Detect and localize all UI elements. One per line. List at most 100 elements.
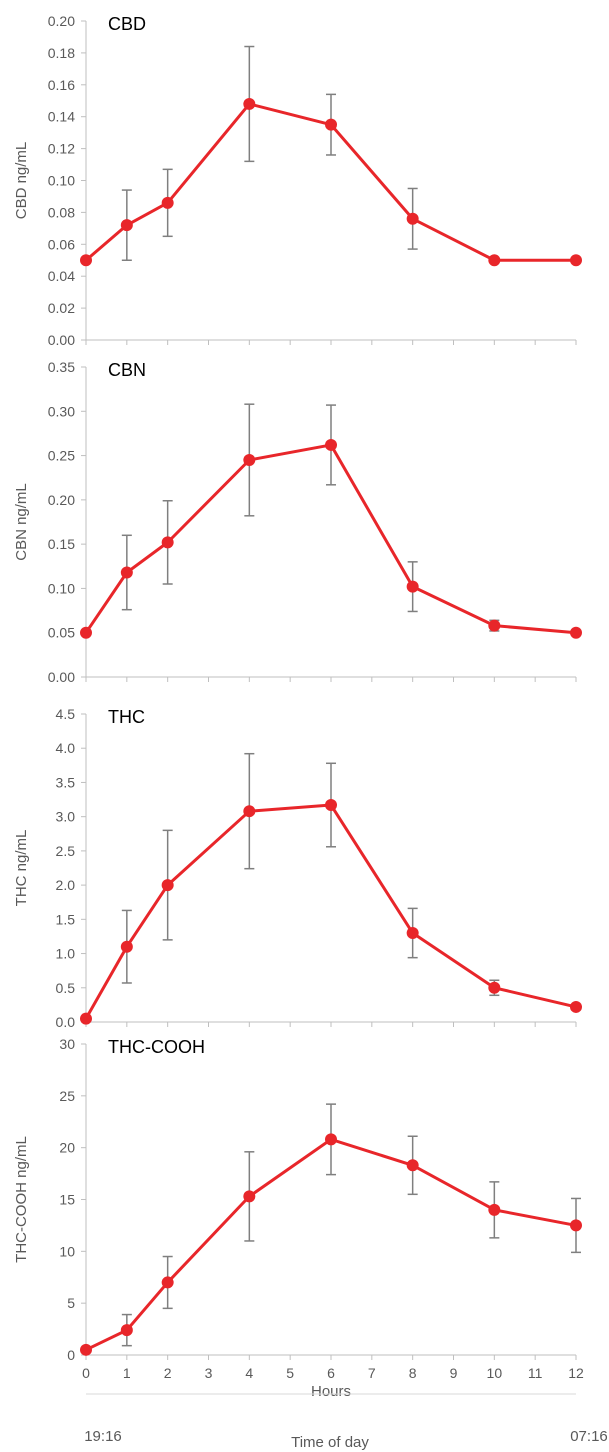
y-tick-label: 0.12: [48, 141, 75, 157]
data-point: [488, 1203, 501, 1216]
data-point: [488, 981, 501, 994]
end-time-label: 07:16: [570, 1428, 608, 1445]
data-point: [325, 118, 337, 131]
y-tick-label: 0.15: [48, 536, 75, 552]
data-point: [120, 1324, 133, 1337]
x-tick-label: 3: [205, 1365, 213, 1381]
time-axis-label: Time of day: [291, 1434, 369, 1451]
y-tick-label: 0.35: [48, 359, 75, 375]
y-axis-title: THC-COOH ng/mL: [13, 1136, 30, 1263]
data-point: [120, 566, 133, 579]
x-tick-label: 4: [245, 1365, 253, 1381]
data-point: [406, 927, 419, 940]
panel-title: CBD: [108, 14, 146, 34]
y-tick-label: 0.02: [48, 300, 75, 316]
y-tick-label: 25: [59, 1088, 75, 1104]
data-point: [80, 1012, 92, 1025]
x-tick-label: 11: [528, 1365, 543, 1381]
x-tick-label: 12: [568, 1365, 584, 1381]
y-tick-label: 0.5: [56, 980, 76, 996]
data-point: [161, 879, 174, 892]
chart-panel-1: 0.00 0.02 0.04 0.06 0.08 0.10 0.12 0.14 0.16 0.18…: [13, 13, 582, 348]
y-tick-label: 4.0: [56, 740, 76, 756]
x-tick-label: 0: [82, 1365, 90, 1381]
y-tick-label: 0.10: [48, 173, 75, 189]
data-point: [161, 196, 174, 209]
data-point: [325, 799, 337, 812]
data-point: [325, 1133, 337, 1146]
data-point: [488, 619, 501, 632]
y-tick-label: 3.0: [56, 809, 76, 825]
data-point: [80, 626, 92, 639]
data-point: [161, 1276, 174, 1289]
y-tick-label: 0.04: [48, 268, 75, 284]
y-tick-label: 0.30: [48, 403, 75, 419]
data-point: [80, 1343, 92, 1356]
y-tick-label: 0.0: [56, 1014, 76, 1030]
data-point: [243, 97, 256, 110]
y-tick-label: 0.00: [48, 669, 75, 685]
x-tick-label: 10: [487, 1365, 503, 1381]
data-point: [243, 454, 256, 466]
y-tick-label: 0.08: [48, 204, 75, 220]
x-tick-label: 5: [286, 1365, 294, 1381]
data-point: [488, 254, 501, 267]
data-point: [406, 1159, 419, 1172]
series-line: [84, 443, 577, 635]
x-tick-label: 6: [327, 1365, 335, 1381]
y-tick-label: 0.14: [48, 109, 75, 125]
series-line: [84, 803, 577, 1020]
y-tick-label: 10: [59, 1243, 75, 1259]
panel-title: THC: [108, 707, 145, 727]
y-tick-label: 5: [67, 1295, 75, 1311]
y-tick-label: 30: [59, 1036, 75, 1052]
panels: 0.000.020.040.060.080.100.120.140.160.18…: [13, 13, 584, 1400]
data-point: [120, 940, 133, 953]
data-point: [570, 626, 582, 639]
y-tick-label: 15: [59, 1192, 75, 1208]
y-tick-label: 0.20: [48, 13, 75, 29]
x-tick-label: 1: [123, 1365, 131, 1381]
y-tick-label: 1.0: [56, 946, 76, 962]
y-tick-label: 0: [67, 1347, 75, 1363]
y-tick-label: 0.25: [48, 448, 75, 464]
x-tick-label: 2: [164, 1365, 172, 1381]
data-point: [243, 1190, 256, 1203]
y-tick-label: 0.10: [48, 580, 75, 596]
y-tick-label: 0.18: [48, 45, 75, 61]
y-tick-label: 0.20: [48, 492, 75, 508]
data-point: [80, 254, 92, 267]
y-axis-title: CBD ng/mL: [13, 142, 30, 220]
x-axis-title: Hours: [311, 1383, 351, 1400]
y-tick-label: 0.06: [48, 236, 75, 252]
y-tick-label: 4.5: [56, 706, 76, 722]
y-axis-title: THC ng/mL: [13, 830, 30, 907]
y-tick-label: 0.16: [48, 77, 75, 93]
data-point: [120, 219, 133, 232]
data-point: [243, 805, 256, 818]
y-tick-label: 2.5: [56, 843, 76, 859]
data-point: [570, 1000, 582, 1013]
y-tick-label: 0.05: [48, 625, 75, 641]
panel-title: THC-COOH: [108, 1037, 205, 1057]
y-tick-label: 2.0: [56, 877, 76, 893]
chart-panel-2: 0.00 0.05 0.10 0.15 0.20 0.25 0.30 0.35 CBN ng/m…: [13, 359, 582, 685]
panel-title: CBN: [108, 360, 146, 380]
y-tick-label: 3.5: [56, 774, 76, 790]
series-line: [85, 1137, 577, 1352]
data-point: [406, 580, 419, 593]
y-tick-label: 0.00: [48, 332, 75, 348]
x-tick-label: 8: [409, 1365, 417, 1381]
series-line: [85, 102, 576, 262]
y-tick-label: 20: [59, 1140, 75, 1156]
footer: 19:16 Time of day 07:16: [84, 1393, 608, 1451]
data-point: [406, 212, 419, 225]
x-tick-label: 9: [450, 1365, 458, 1381]
data-point: [161, 536, 174, 549]
y-axis-title: CBN ng/mL: [13, 483, 30, 561]
data-point: [570, 254, 582, 267]
chart-panel-3: 0.0 0.5 1.0 1.5 2.0 2.5 3.0 3.5 4.0 4.5 THC ng/mL T…: [13, 706, 582, 1030]
x-tick-label: 7: [368, 1365, 376, 1381]
